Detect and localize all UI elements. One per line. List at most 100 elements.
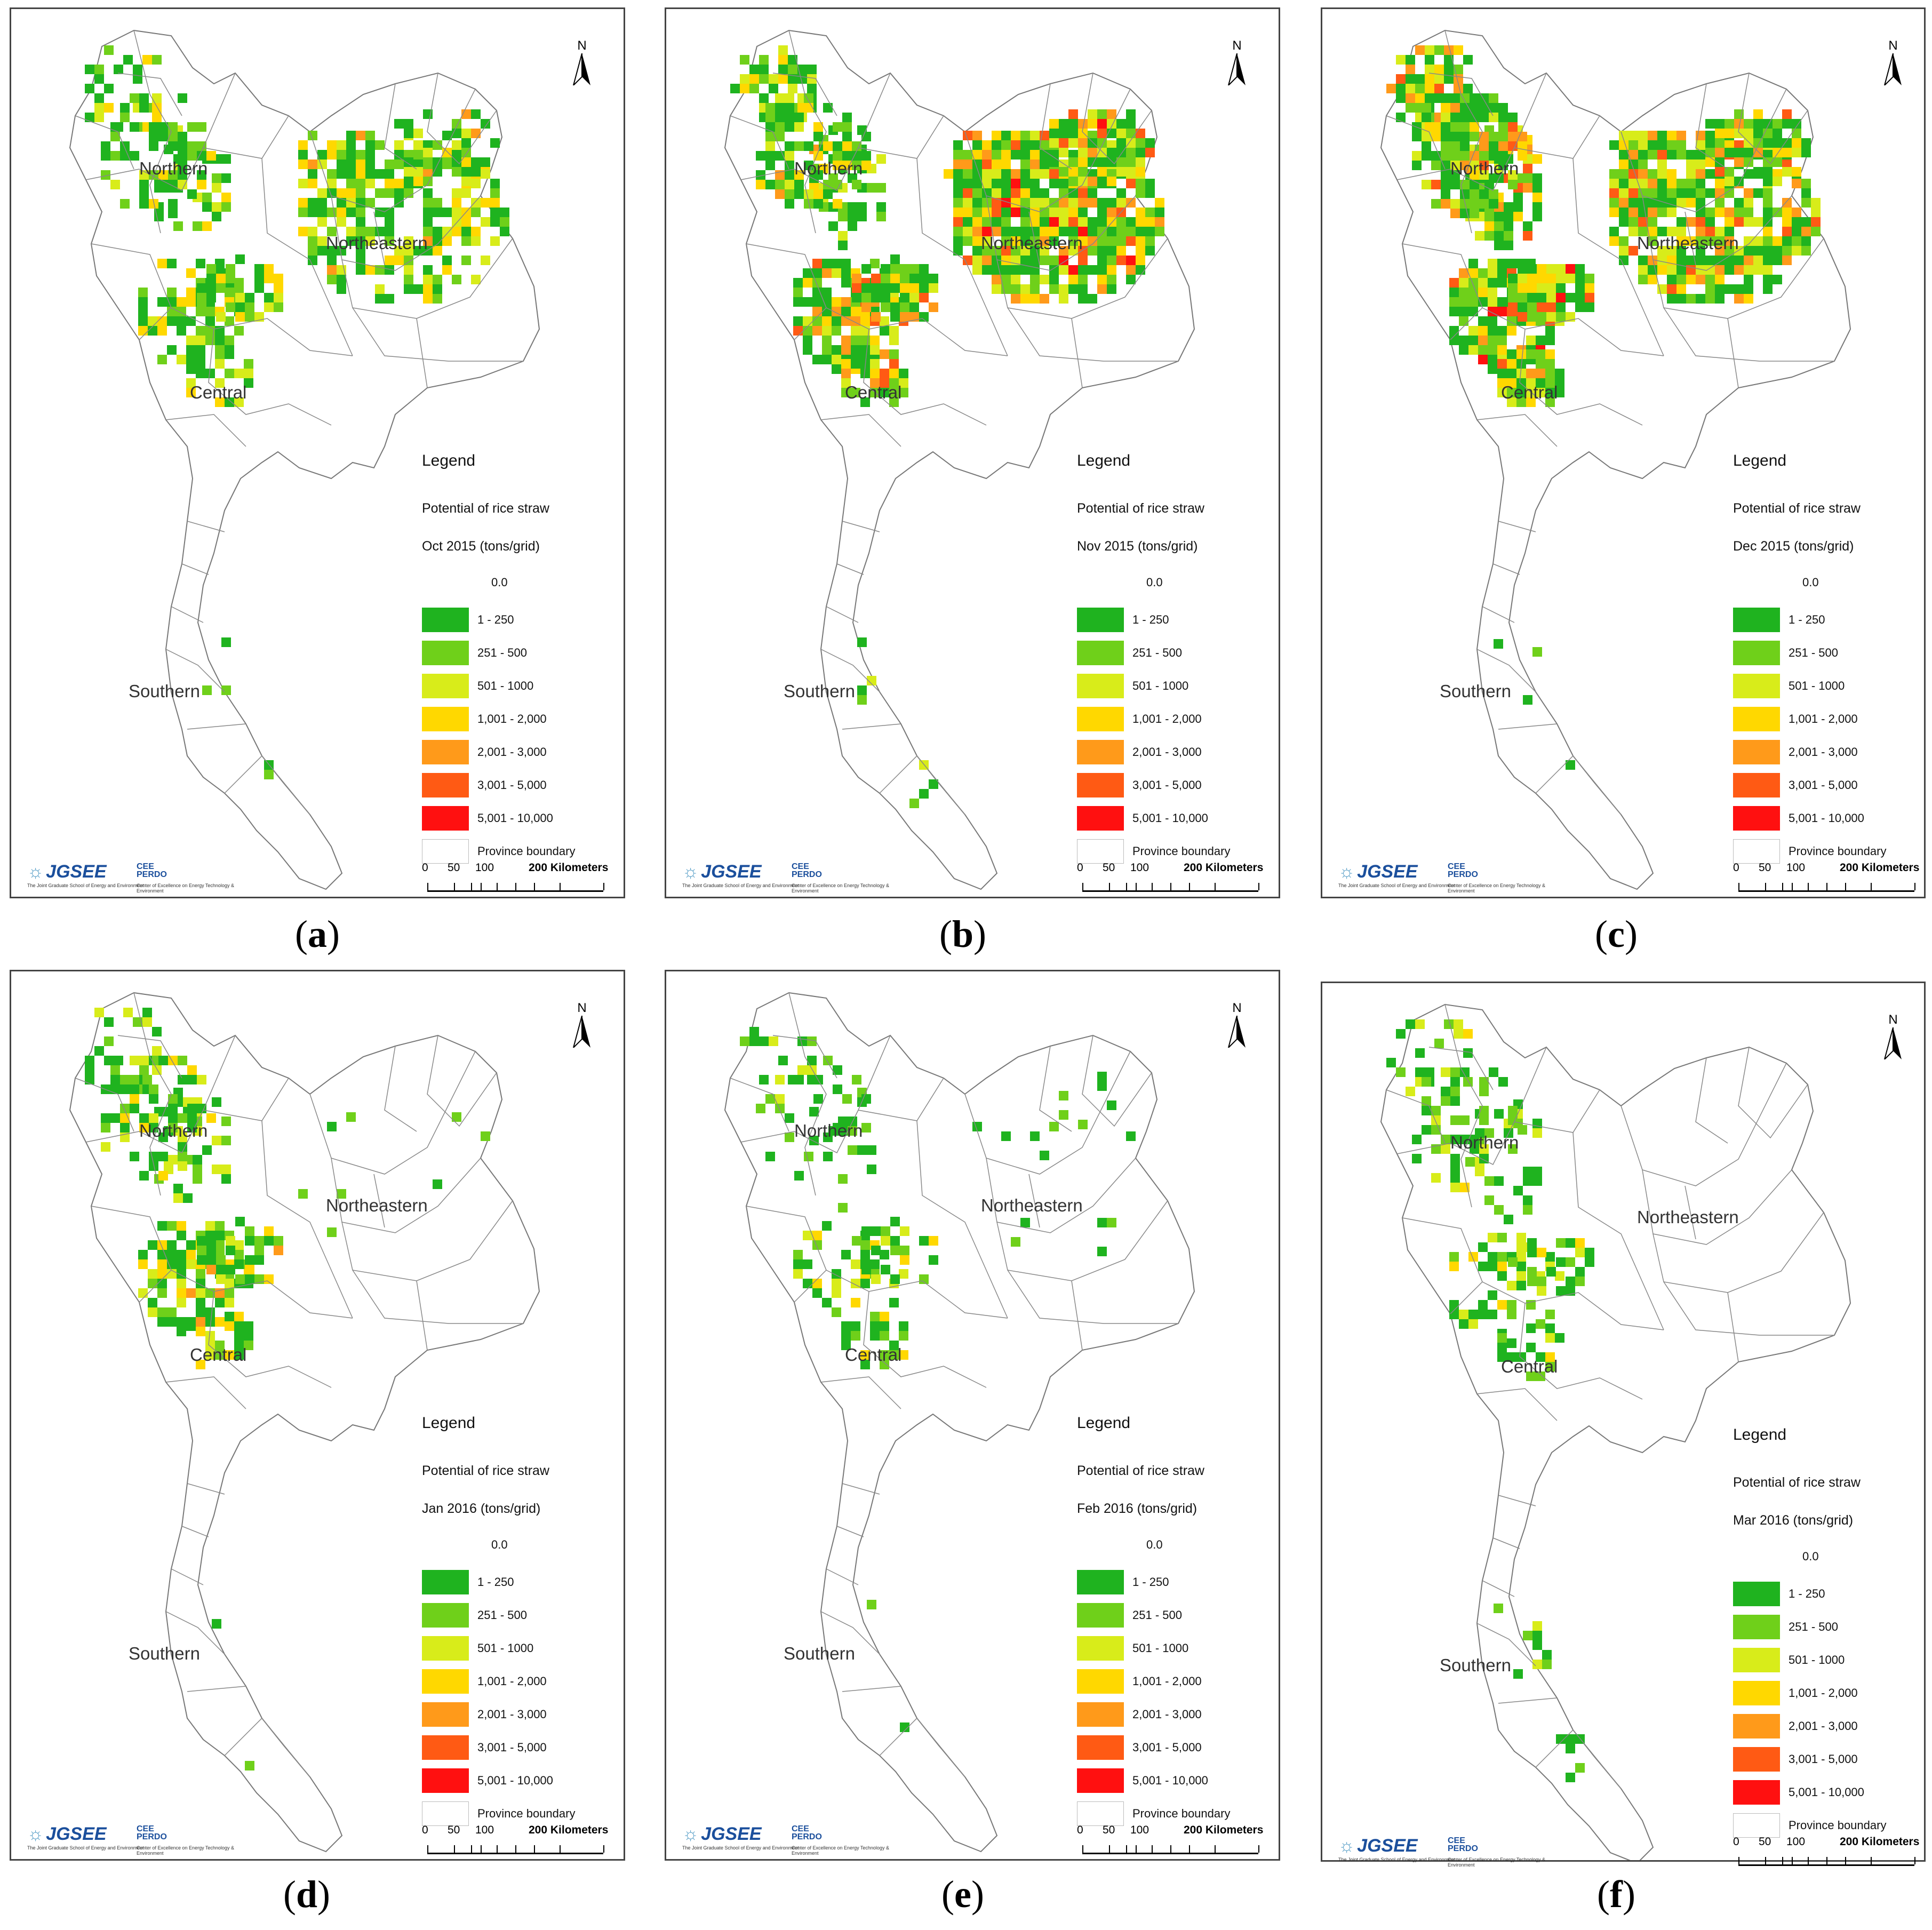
- legend-zero-label: 0.0: [491, 576, 508, 589]
- province-boundary: [1642, 1169, 1792, 1245]
- grid-cell: [317, 208, 327, 217]
- legend-label: 501 - 1000: [1789, 1653, 1845, 1666]
- legend-period: Feb 2016 (tons/grid): [1077, 1501, 1197, 1516]
- grid-cell: [1459, 1319, 1468, 1329]
- grid-cell: [235, 293, 245, 302]
- grid-cell: [1516, 1281, 1526, 1290]
- grid-cell: [148, 1240, 157, 1250]
- grid-cell: [1619, 236, 1628, 246]
- grid-cell: [226, 264, 235, 274]
- map-panel-dec-2015: Northern Northeastern Central Southern N Lege…: [1321, 7, 1926, 898]
- grid-cell: [823, 1152, 833, 1161]
- grid-cell: [394, 188, 404, 198]
- scale-bar: 0 50 100 200 Kilometers: [1733, 1836, 1932, 1866]
- grid-cell: [1126, 1131, 1136, 1141]
- grid-cell: [1059, 208, 1068, 217]
- grid-cell: [346, 159, 356, 169]
- grid-cell: [1068, 265, 1078, 275]
- grid-cell: [85, 1075, 94, 1084]
- legend-label: 1 - 250: [1789, 1587, 1825, 1600]
- grid-cell: [1498, 113, 1508, 122]
- grid-cell: [1460, 113, 1470, 122]
- grid-cell: [1488, 1290, 1497, 1300]
- grid-cell: [1020, 217, 1030, 227]
- grid-cell: [1725, 177, 1734, 186]
- grid-cell: [992, 169, 1001, 179]
- grid-cell: [1468, 278, 1478, 288]
- grid-cell: [471, 208, 481, 217]
- grid-cell: [870, 345, 880, 355]
- grid-cell: [1001, 256, 1011, 265]
- grid-cell: [889, 336, 899, 345]
- grid-cell: [1396, 113, 1406, 122]
- grid-cell: [1782, 119, 1792, 129]
- grid-cell: [1049, 275, 1059, 284]
- grid-cell: [1484, 1128, 1494, 1138]
- grid-cell: [1126, 217, 1136, 227]
- grid-cell: [807, 1036, 817, 1046]
- grid-cell: [804, 199, 813, 209]
- grid-cell: [1454, 65, 1463, 74]
- grid-cell: [346, 150, 356, 159]
- grid-cell: [1488, 1252, 1497, 1262]
- grid-cell: [1444, 45, 1454, 55]
- legend-swatch: [1733, 1747, 1780, 1772]
- grid-cell: [1422, 103, 1431, 113]
- grid-cell: [110, 1075, 120, 1084]
- grid-cell: [173, 1193, 183, 1203]
- grid-cell: [813, 189, 823, 199]
- grid-cell: [1463, 1077, 1473, 1087]
- grid-cell: [1059, 119, 1068, 129]
- grid-cell: [356, 159, 365, 169]
- legend-label: 501 - 1000: [477, 1641, 534, 1655]
- grid-cell: [1078, 256, 1088, 265]
- region-label-central: Central: [1501, 382, 1558, 402]
- grid-cell: [1763, 167, 1773, 177]
- jgsee-subtitle: The Joint Graduate School of Energy and …: [682, 883, 799, 888]
- grid-cell: [1116, 138, 1126, 148]
- grid-cell: [1406, 1087, 1415, 1096]
- grid-cell: [149, 1161, 158, 1171]
- grid-cell: [1676, 275, 1686, 284]
- grid-cell: [215, 359, 225, 369]
- grid-cell: [870, 259, 880, 268]
- grid-cell: [1566, 264, 1575, 274]
- grid-cell: [1715, 148, 1725, 157]
- grid-cell: [785, 141, 794, 151]
- legend-item: 501 - 1000: [1077, 669, 1301, 703]
- grid-cell: [327, 150, 337, 159]
- grid-cell: [1406, 103, 1415, 113]
- grid-cell: [982, 159, 992, 169]
- province-boundary: [730, 73, 837, 170]
- grid-cell: [1116, 227, 1126, 236]
- grid-cell: [433, 227, 442, 236]
- grid-cell: [1136, 227, 1145, 236]
- grid-cell: [900, 1246, 909, 1255]
- legend-item: 251 - 500: [422, 1599, 646, 1632]
- grid-cell: [385, 188, 394, 198]
- grid-cell: [765, 1094, 775, 1104]
- province-boundary: [740, 73, 891, 192]
- grid-cell: [327, 1122, 337, 1131]
- grid-cell: [889, 1298, 899, 1307]
- grid-cell: [317, 198, 327, 208]
- grid-cell: [1460, 132, 1470, 141]
- grid-cell: [461, 177, 471, 186]
- grid-cell: [225, 1312, 234, 1321]
- grid-cell: [149, 1113, 158, 1123]
- province-boundary: [1663, 1281, 1834, 1336]
- grid-cell: [1527, 302, 1537, 312]
- grid-cell: [1415, 93, 1425, 103]
- grid-cell: [1527, 312, 1537, 322]
- grid-cell: [919, 283, 929, 293]
- grid-cell: [298, 1189, 308, 1199]
- grid-cell: [1498, 141, 1508, 151]
- grid-cell: [740, 1036, 749, 1046]
- grid-cell: [900, 312, 909, 322]
- legend-label: 1 - 250: [477, 613, 514, 626]
- grid-cell: [206, 274, 216, 283]
- grid-cell: [327, 208, 337, 217]
- grid-cell: [813, 170, 823, 180]
- grid-cell: [1532, 647, 1542, 657]
- grid-cell: [1763, 157, 1773, 167]
